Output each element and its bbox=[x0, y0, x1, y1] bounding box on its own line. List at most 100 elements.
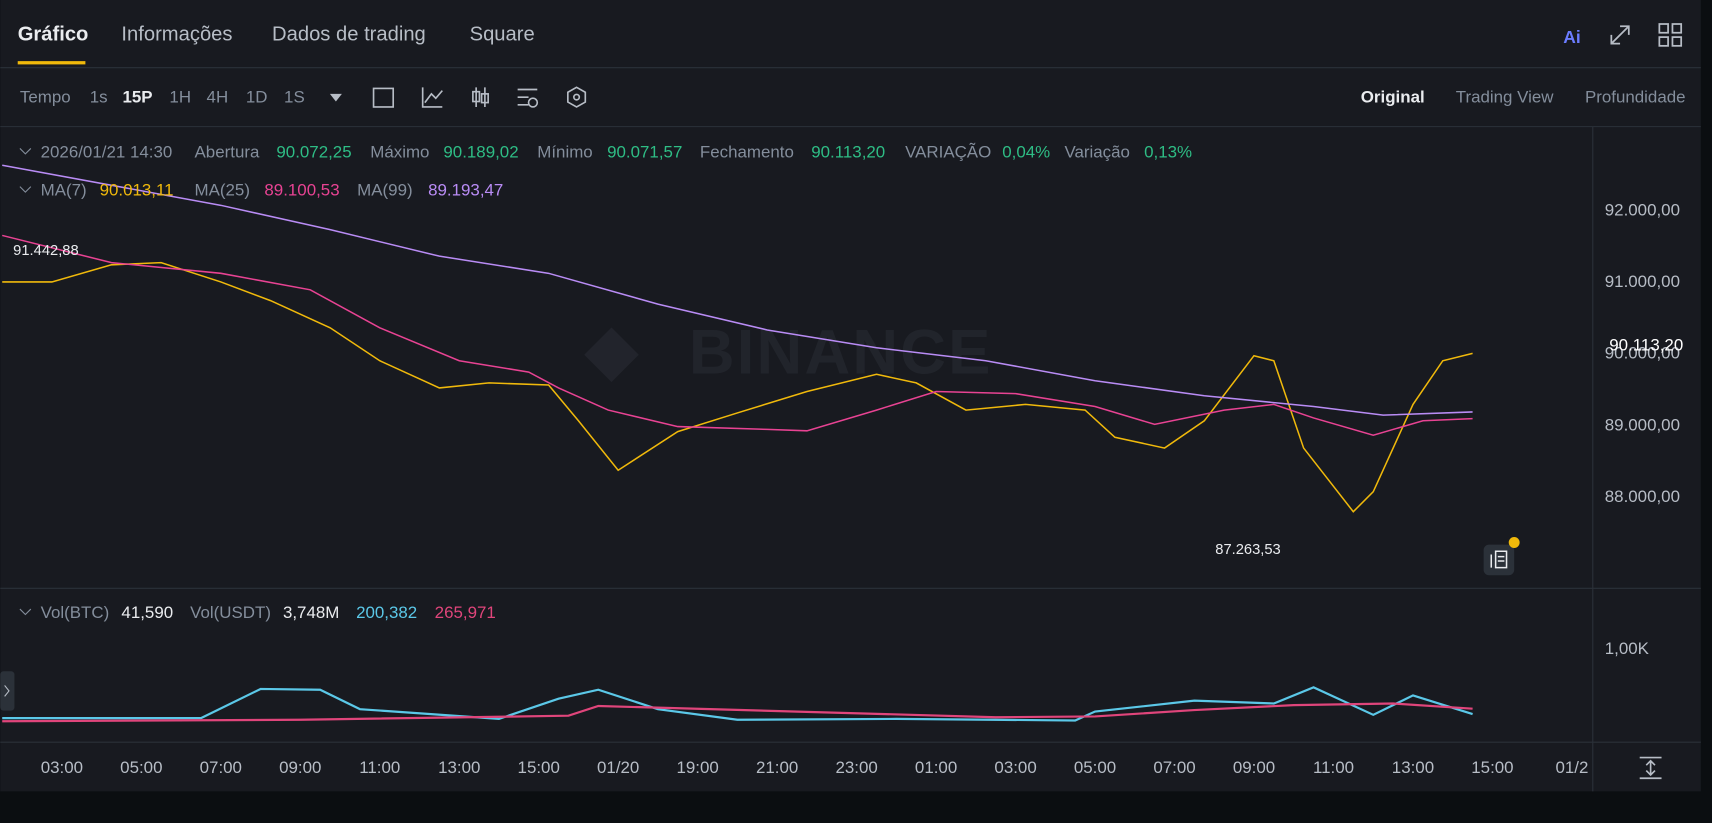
watermark: BINANCE bbox=[584, 318, 993, 388]
scale-icon[interactable] bbox=[1639, 756, 1662, 780]
toolbar-icons[interactable] bbox=[329, 86, 587, 108]
interval-button[interactable]: 1D bbox=[246, 88, 268, 107]
x-tick-label: 21:00 bbox=[756, 758, 798, 777]
view-button[interactable]: Trading View bbox=[1456, 88, 1555, 107]
panel bbox=[0, 0, 1701, 792]
left-handle[interactable] bbox=[0, 671, 15, 711]
tab[interactable]: Informações bbox=[121, 23, 232, 45]
candle-icon[interactable] bbox=[472, 90, 481, 103]
volume-value: 3,748M bbox=[283, 603, 339, 622]
note-button[interactable] bbox=[1483, 544, 1515, 576]
dropdown-icon[interactable] bbox=[329, 93, 342, 102]
ma-line bbox=[2, 261, 1473, 513]
info-label: Abertura bbox=[195, 142, 260, 161]
y-tick-label: 88.000,00 bbox=[1605, 487, 1680, 506]
x-tick-label: 19:00 bbox=[677, 758, 719, 777]
x-tick-label: 23:00 bbox=[835, 758, 877, 777]
top-icons[interactable]: Ai bbox=[1563, 23, 1683, 47]
x-tick-label: 15:00 bbox=[518, 758, 560, 777]
y-tick-label: 90.000,00 bbox=[1605, 344, 1680, 363]
expand-icon[interactable] bbox=[1610, 25, 1630, 45]
handle-arrow bbox=[4, 685, 10, 697]
ma-line bbox=[2, 164, 1473, 416]
watermark-text: BINANCE bbox=[689, 318, 993, 388]
ma-label: MA(25) bbox=[195, 180, 250, 199]
x-tick-label: 05:00 bbox=[1074, 758, 1116, 777]
info-label: VARIAÇÃO bbox=[905, 141, 991, 161]
tab-underline bbox=[17, 61, 86, 65]
x-tick-label: 11:00 bbox=[1313, 758, 1354, 777]
volume-ma-value: 265,971 bbox=[435, 603, 496, 622]
ma-value: 90.013,11 bbox=[100, 180, 174, 199]
interval-button[interactable]: 1S bbox=[284, 88, 305, 107]
collapse-arrow[interactable] bbox=[19, 186, 32, 193]
ma-value: 89.100,53 bbox=[264, 180, 339, 199]
info-value: 90.072,25 bbox=[276, 142, 351, 161]
note-icon[interactable] bbox=[1483, 537, 1520, 576]
info-label: Fechamento bbox=[700, 142, 794, 161]
handle[interactable] bbox=[0, 671, 15, 711]
info-value: 0,04% bbox=[1002, 142, 1050, 161]
interval-button[interactable]: 1s bbox=[90, 88, 108, 107]
y-tick-label: 92.000,00 bbox=[1605, 201, 1680, 220]
view-button[interactable]: Original bbox=[1361, 88, 1425, 107]
volume-label: Vol(USDT) bbox=[190, 603, 271, 622]
y-tick-label: 89.000,00 bbox=[1605, 415, 1680, 434]
info-time: 2026/01/21 14:30 bbox=[41, 142, 173, 161]
collapse-arrow[interactable] bbox=[19, 608, 32, 616]
info-label: Variação bbox=[1064, 142, 1129, 161]
volume-ma-line bbox=[2, 702, 1473, 723]
note-glyph bbox=[1490, 550, 1508, 569]
x-tick-label: 07:00 bbox=[1153, 758, 1195, 777]
settings-icon[interactable] bbox=[517, 88, 538, 106]
layout-icon[interactable] bbox=[1671, 36, 1683, 47]
x-tick-label: 11:00 bbox=[359, 758, 400, 777]
interval-button[interactable]: 15P bbox=[123, 88, 153, 107]
extreme-label: 87.263,53 bbox=[1215, 542, 1280, 558]
volume-label: Vol(BTC) bbox=[41, 603, 110, 622]
layout-icon[interactable] bbox=[1658, 36, 1669, 47]
x-tick-label: 01:00 bbox=[915, 758, 957, 777]
info-value: 0,13% bbox=[1144, 142, 1192, 161]
last-price-label: 90.113,20 bbox=[1609, 336, 1683, 355]
hex-icon[interactable] bbox=[567, 86, 587, 108]
tab[interactable]: Square bbox=[470, 23, 535, 45]
calendar-icon[interactable] bbox=[372, 87, 395, 108]
x-tick-label: 13:00 bbox=[1392, 758, 1434, 777]
x-tick-label: 09:00 bbox=[279, 758, 321, 777]
interval-button[interactable]: 1H bbox=[169, 88, 191, 107]
settings-icon[interactable] bbox=[527, 97, 539, 108]
y-tick-label: 1,00K bbox=[1605, 639, 1650, 658]
watermark-logo bbox=[584, 327, 639, 383]
volume-ma-line bbox=[2, 686, 1473, 722]
info-label: Máximo bbox=[370, 142, 429, 161]
x-tick-label: 01/2 bbox=[1555, 758, 1588, 777]
info-value: 90.071,57 bbox=[607, 142, 682, 161]
ma-value: 89.193,47 bbox=[428, 180, 503, 199]
candle-icon[interactable] bbox=[475, 87, 486, 107]
ai-icon[interactable]: Ai bbox=[1563, 27, 1580, 47]
info-value: 90.113,20 bbox=[811, 142, 885, 161]
x-tick-label: 09:00 bbox=[1233, 758, 1275, 777]
tab[interactable]: Gráfico bbox=[18, 23, 89, 45]
ma-label: MA(99) bbox=[357, 180, 412, 199]
x-tick-label: 07:00 bbox=[200, 758, 242, 777]
volume-ma-value: 200,382 bbox=[356, 603, 417, 622]
info-value: 90.189,02 bbox=[443, 142, 518, 161]
view-button[interactable]: Profundidade bbox=[1585, 88, 1686, 107]
layout-icon[interactable] bbox=[1671, 23, 1683, 34]
collapse-arrow[interactable] bbox=[19, 148, 32, 155]
scale-glyph[interactable] bbox=[1639, 756, 1662, 780]
toolbar-label: Tempo bbox=[20, 88, 71, 107]
hex-icon[interactable] bbox=[573, 93, 581, 101]
tab[interactable]: Dados de trading bbox=[272, 23, 426, 45]
volume-value: 41,590 bbox=[121, 603, 173, 622]
indicator-icon[interactable] bbox=[421, 87, 443, 108]
layout-icon[interactable] bbox=[1658, 23, 1669, 34]
interval-button[interactable]: 4H bbox=[207, 88, 229, 107]
y-tick-label: 91.000,00 bbox=[1605, 272, 1680, 291]
candle-icon[interactable] bbox=[480, 93, 489, 104]
x-tick-label: 03:00 bbox=[41, 758, 83, 777]
